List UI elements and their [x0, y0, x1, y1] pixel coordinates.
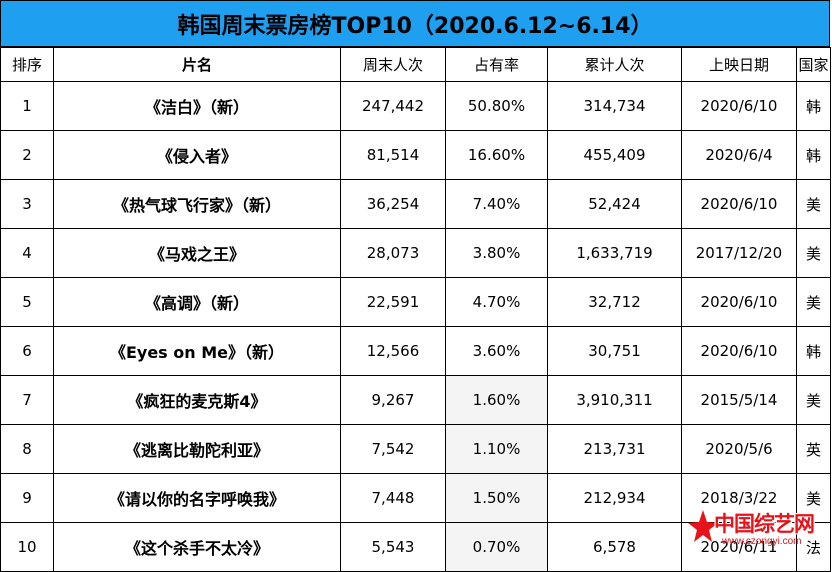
total-cell: 212,934 — [547, 473, 682, 523]
film-cell: 《Eyes on Me》（新） — [53, 326, 341, 376]
header-rank: 排序 — [0, 47, 54, 82]
rank-cell: 5 — [0, 277, 54, 327]
date-cell: 2020/5/6 — [681, 424, 797, 474]
weekend-cell: 36,254 — [340, 179, 446, 229]
share-cell: 3.60% — [445, 326, 548, 376]
share-cell: 4.70% — [445, 277, 548, 327]
header-share: 占有率 — [445, 47, 548, 82]
date-cell: 2020/6/4 — [681, 130, 797, 180]
film-cell: 《热气球飞行家》（新） — [53, 179, 341, 229]
watermark-url: www.czongyi.com — [722, 536, 802, 547]
total-cell: 1,633,719 — [547, 228, 682, 278]
header-country: 国家 — [796, 47, 831, 82]
country-cell: 美 — [796, 228, 831, 278]
watermark-logo: 中国综艺网 www.czongyi.com — [688, 508, 820, 554]
share-cell: 1.50% — [445, 473, 548, 523]
table-row: 2 《侵入者》 81,514 16.60% 455,409 2020/6/4 韩 — [0, 130, 831, 180]
weekend-cell: 22,591 — [340, 277, 446, 327]
weekend-cell: 28,073 — [340, 228, 446, 278]
share-cell: 50.80% — [445, 81, 548, 131]
weekend-cell: 7,448 — [340, 473, 446, 523]
weekend-cell: 7,542 — [340, 424, 446, 474]
total-cell: 3,910,311 — [547, 375, 682, 425]
date-cell: 2018/3/22 — [681, 473, 797, 523]
total-cell: 6,578 — [547, 522, 682, 572]
header-film: 片名 — [53, 47, 341, 82]
table-row: 7 《疯狂的麦克斯4》 9,267 1.60% 3,910,311 2015/5… — [0, 375, 831, 425]
film-cell: 《逃离比勒陀利亚》 — [53, 424, 341, 474]
film-cell: 《侵入者》 — [53, 130, 341, 180]
film-cell: 《马戏之王》 — [53, 228, 341, 278]
country-cell: 美 — [796, 277, 831, 327]
country-cell: 英 — [796, 424, 831, 474]
rank-cell: 9 — [0, 473, 54, 523]
watermark-text: 中国综艺网 — [714, 512, 815, 536]
share-cell: 16.60% — [445, 130, 548, 180]
table-row: 8 《逃离比勒陀利亚》 7,542 1.10% 213,731 2020/5/6… — [0, 424, 831, 474]
total-cell: 213,731 — [547, 424, 682, 474]
table-row: 4 《马戏之王》 28,073 3.80% 1,633,719 2017/12/… — [0, 228, 831, 278]
total-cell: 30,751 — [547, 326, 682, 376]
film-cell: 《高调》（新） — [53, 277, 341, 327]
share-cell: 7.40% — [445, 179, 548, 229]
star-logo-icon — [688, 510, 718, 542]
table-title: 韩国周末票房榜TOP10（2020.6.12~6.14） — [0, 0, 830, 47]
date-cell: 2020/6/10 — [681, 326, 797, 376]
rank-cell: 2 — [0, 130, 54, 180]
total-cell: 52,424 — [547, 179, 682, 229]
country-cell: 美 — [796, 375, 831, 425]
rank-cell: 1 — [0, 81, 54, 131]
film-cell: 《洁白》（新） — [53, 81, 341, 131]
country-cell: 韩 — [796, 81, 831, 131]
header-date: 上映日期 — [681, 47, 797, 82]
date-cell: 2017/12/20 — [681, 228, 797, 278]
share-cell: 1.60% — [445, 375, 548, 425]
table-row: 6 《Eyes on Me》（新） 12,566 3.60% 30,751 20… — [0, 326, 831, 376]
country-cell: 韩 — [796, 326, 831, 376]
share-cell: 0.70% — [445, 522, 548, 572]
rank-cell: 6 — [0, 326, 54, 376]
weekend-cell: 9,267 — [340, 375, 446, 425]
share-cell: 3.80% — [445, 228, 548, 278]
share-cell: 1.10% — [445, 424, 548, 474]
country-cell: 美 — [796, 179, 831, 229]
date-cell: 2015/5/14 — [681, 375, 797, 425]
date-cell: 2020/6/10 — [681, 179, 797, 229]
film-cell: 《这个杀手不太冷》 — [53, 522, 341, 572]
table-row: 1 《洁白》（新） 247,442 50.80% 314,734 2020/6/… — [0, 81, 831, 131]
weekend-cell: 12,566 — [340, 326, 446, 376]
weekend-cell: 81,514 — [340, 130, 446, 180]
film-cell: 《请以你的名字呼唤我》 — [53, 473, 341, 523]
total-cell: 32,712 — [547, 277, 682, 327]
table-row: 3 《热气球飞行家》（新） 36,254 7.40% 52,424 2020/6… — [0, 179, 831, 229]
box-office-table: 排序 片名 周末人次 占有率 累计人次 上映日期 国家 1 《洁白》（新） 24… — [0, 47, 831, 572]
header-weekend: 周末人次 — [340, 47, 446, 82]
rank-cell: 3 — [0, 179, 54, 229]
country-cell: 韩 — [796, 130, 831, 180]
table-row: 9 《请以你的名字呼唤我》 7,448 1.50% 212,934 2018/3… — [0, 473, 831, 523]
country-cell: 美 — [796, 473, 831, 523]
film-cell: 《疯狂的麦克斯4》 — [53, 375, 341, 425]
total-cell: 314,734 — [547, 81, 682, 131]
date-cell: 2020/6/10 — [681, 81, 797, 131]
rank-cell: 7 — [0, 375, 54, 425]
rank-cell: 8 — [0, 424, 54, 474]
weekend-cell: 5,543 — [340, 522, 446, 572]
rank-cell: 10 — [0, 522, 54, 572]
total-cell: 455,409 — [547, 130, 682, 180]
header-row: 排序 片名 周末人次 占有率 累计人次 上映日期 国家 — [0, 47, 831, 82]
rank-cell: 4 — [0, 228, 54, 278]
header-total: 累计人次 — [547, 47, 682, 82]
weekend-cell: 247,442 — [340, 81, 446, 131]
table-row: 5 《高调》（新） 22,591 4.70% 32,712 2020/6/10 … — [0, 277, 831, 327]
date-cell: 2020/6/10 — [681, 277, 797, 327]
